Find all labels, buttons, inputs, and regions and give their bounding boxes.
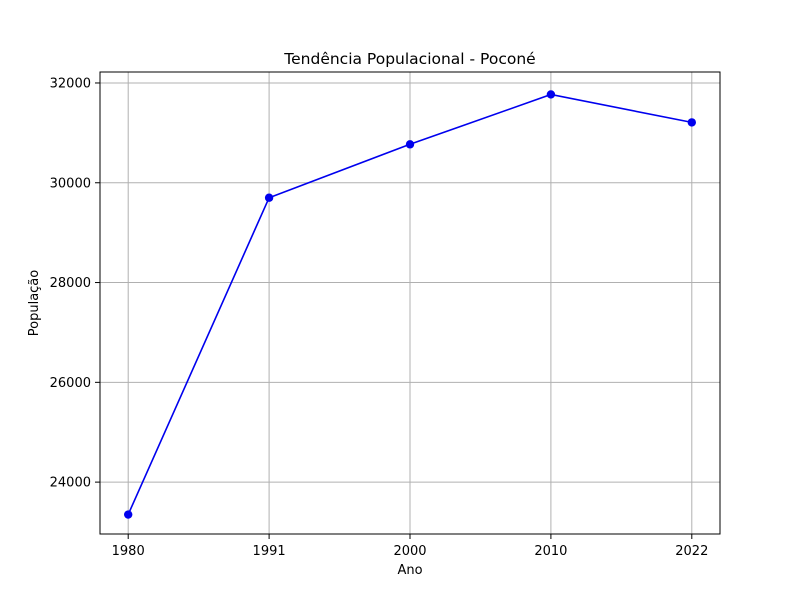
x-tick-label: 1980 xyxy=(112,544,145,559)
data-point xyxy=(264,193,274,202)
data-point xyxy=(124,510,133,519)
data-point xyxy=(546,90,556,99)
x-axis: 1980 1991 2000 2010 2022 xyxy=(112,534,708,559)
x-tick-label: 2022 xyxy=(675,544,708,559)
y-tick-label: 32000 xyxy=(50,76,91,91)
data-point xyxy=(405,140,415,149)
y-tick-label: 28000 xyxy=(50,276,91,291)
x-tick-label: 2000 xyxy=(393,544,426,559)
series-layer xyxy=(124,90,696,519)
x-tick-label: 1991 xyxy=(253,544,286,559)
chart-title: Tendência Populacional - Poconé xyxy=(283,50,535,68)
y-axis: 24000 26000 28000 30000 32000 xyxy=(50,76,100,491)
grid xyxy=(100,72,720,534)
data-point xyxy=(687,118,696,127)
y-axis-label: População xyxy=(27,270,42,337)
x-axis-label: Ano xyxy=(397,563,422,578)
y-tick-label: 26000 xyxy=(50,376,91,391)
x-tick-label: 2010 xyxy=(534,544,567,559)
y-tick-label: 30000 xyxy=(50,176,91,191)
y-tick-label: 24000 xyxy=(50,476,91,491)
